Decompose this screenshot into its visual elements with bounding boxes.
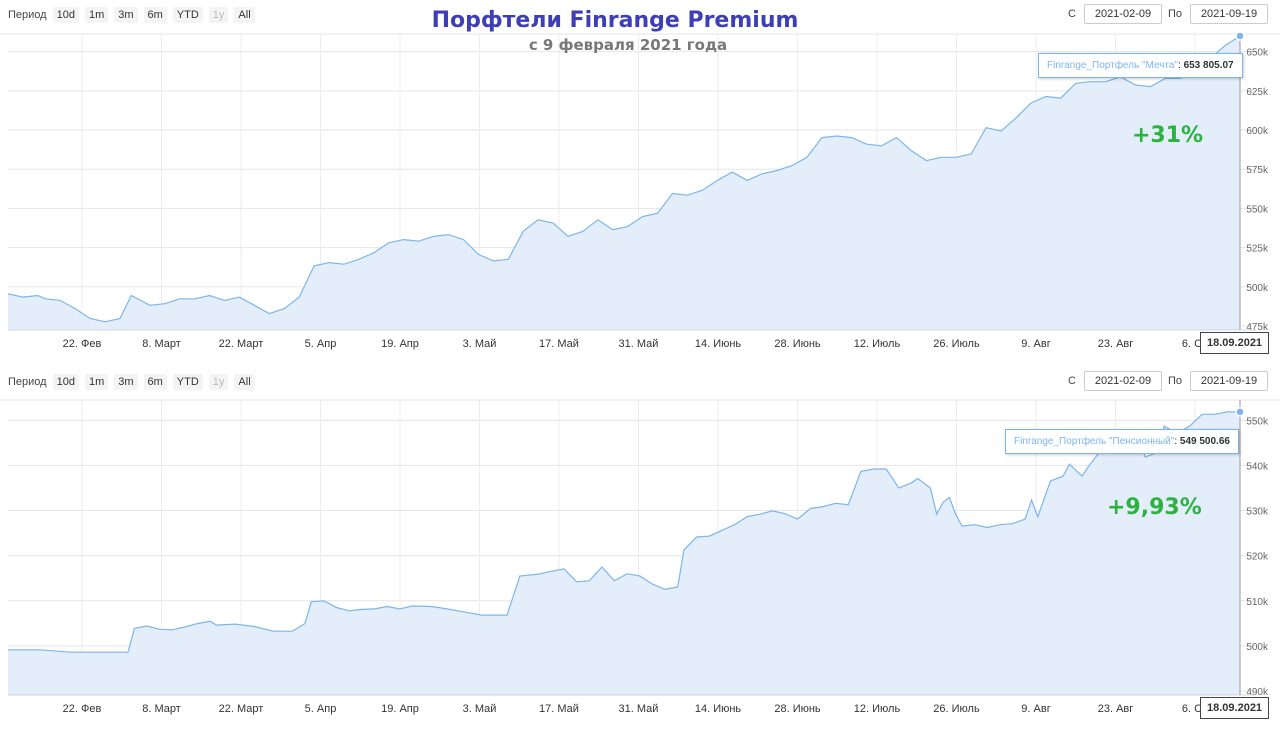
x-tick-label: 28. Июнь bbox=[774, 703, 821, 715]
page-title: Порфтели Finrange Premium bbox=[431, 8, 799, 33]
period-6m-button[interactable]: 6m bbox=[143, 7, 167, 23]
period-10d-button[interactable]: 10d bbox=[52, 374, 79, 390]
period-10d-button[interactable]: 10d bbox=[52, 7, 79, 23]
x-tick-label: 31. Май bbox=[619, 338, 659, 350]
chart-panel-pensionny: 490k 500k 510k 520k 530k 540k 550k 22. Фев 8. Ма… bbox=[0, 367, 1280, 734]
x-tick-label: 28. Июнь bbox=[774, 338, 821, 350]
from-date-input[interactable] bbox=[1083, 371, 1162, 391]
period-3m-button[interactable]: 3m bbox=[114, 7, 138, 23]
y-tick-label: 600k bbox=[1246, 126, 1269, 137]
x-tick-label: 3. Май bbox=[463, 338, 497, 350]
x-tick-label: 22. Фев bbox=[63, 338, 102, 350]
x-tick-label: 19. Апр bbox=[381, 703, 419, 715]
x-tick-label: 23. Авг bbox=[1098, 703, 1134, 715]
x-tick-label: 5. Апр bbox=[305, 703, 337, 715]
period-ytd-button[interactable]: YTD bbox=[172, 374, 203, 390]
range-selector: Период 10d 1m 3m 6m YTD 1y All bbox=[8, 372, 261, 392]
period-6m-button[interactable]: 6m bbox=[143, 374, 167, 390]
period-3m-button[interactable]: 3m bbox=[114, 374, 138, 390]
x-tick-label: 8. Март bbox=[142, 703, 181, 715]
period-label: Период bbox=[8, 376, 47, 388]
x-tick-label: 26. Июль bbox=[933, 338, 980, 350]
tooltip-value: 549 500.66 bbox=[1179, 436, 1230, 447]
period-ytd-button[interactable]: YTD bbox=[172, 7, 203, 23]
series-area bbox=[8, 411, 1240, 695]
series-tooltip: Finrange_Портфель "Мечта": 653 805.07 bbox=[1038, 53, 1243, 78]
y-tick-label: 625k bbox=[1246, 87, 1269, 98]
to-label: По bbox=[1167, 8, 1182, 20]
period-1y-button[interactable]: 1y bbox=[208, 7, 229, 23]
tooltip-series-name: Finrange_Портфель "Пенсионный" bbox=[1014, 436, 1175, 447]
x-tick-label: 26. Июль bbox=[933, 703, 980, 715]
x-tick-label: 17. Май bbox=[539, 338, 579, 350]
y-tick-label: 650k bbox=[1246, 48, 1269, 59]
y-tick-label: 510k bbox=[1246, 597, 1269, 608]
x-tick-label: 12. Июль bbox=[854, 703, 901, 715]
y-tick-label: 520k bbox=[1246, 552, 1269, 563]
hover-point-marker bbox=[1235, 31, 1245, 41]
period-all-button[interactable]: All bbox=[234, 374, 255, 390]
y-tick-label: 500k bbox=[1246, 283, 1269, 294]
y-tick-label: 540k bbox=[1246, 461, 1269, 472]
to-label: По bbox=[1167, 375, 1182, 387]
from-label: С bbox=[1068, 8, 1076, 20]
series-tooltip: Finrange_Портфель "Пенсионный": 549 500.… bbox=[1005, 429, 1239, 454]
x-tick-label: 19. Апр bbox=[381, 338, 419, 350]
x-tick-label: 31. Май bbox=[619, 703, 659, 715]
x-tick-label: 22. Фев bbox=[63, 703, 102, 715]
crosshair-date-badge: 18.09.2021 bbox=[1200, 332, 1270, 354]
x-tick-label: 23. Авг bbox=[1098, 338, 1134, 350]
gain-label: +9,93% bbox=[1107, 495, 1202, 520]
y-tick-label: 490k bbox=[1246, 687, 1269, 698]
y-tick-label: 550k bbox=[1246, 204, 1269, 215]
period-label: Период bbox=[8, 9, 47, 21]
from-label: С bbox=[1068, 375, 1076, 387]
period-1m-button[interactable]: 1m bbox=[84, 7, 109, 23]
crosshair-date-badge: 18.09.2021 bbox=[1200, 697, 1270, 719]
gain-label: +31% bbox=[1132, 123, 1204, 148]
x-tick-label: 17. Май bbox=[539, 703, 579, 715]
y-tick-label: 475k bbox=[1246, 322, 1269, 333]
range-selector: Период 10d 1m 3m 6m YTD 1y All bbox=[8, 5, 261, 25]
x-tick-label: 22. Март bbox=[219, 338, 264, 350]
x-tick-label: 14. Июнь bbox=[695, 703, 742, 715]
y-tick-label: 575k bbox=[1246, 165, 1269, 176]
to-date-input[interactable] bbox=[1190, 371, 1268, 391]
y-tick-label: 500k bbox=[1246, 642, 1269, 653]
date-range: С По bbox=[1062, 4, 1268, 24]
pensionny-plot[interactable]: 490k 500k 510k 520k 530k 540k 550k 22. Фев 8. Ма… bbox=[0, 367, 1280, 734]
series-line bbox=[7, 35, 1241, 323]
date-range: С По bbox=[1062, 371, 1268, 391]
x-tick-label: 5. Апр bbox=[305, 338, 337, 350]
mechta-plot[interactable]: 475k 500k 525k 550k 575k 600k 625k 650k 22. Фев 8… bbox=[0, 0, 1280, 367]
tooltip-value: 653 805.07 bbox=[1183, 60, 1234, 71]
hover-point-marker bbox=[1235, 407, 1245, 417]
period-1m-button[interactable]: 1m bbox=[84, 374, 109, 390]
series-line bbox=[8, 411, 1240, 653]
x-tick-label: 9. Авг bbox=[1021, 703, 1050, 715]
page-subtitle: с 9 февраля 2021 года bbox=[528, 36, 728, 54]
period-all-button[interactable]: All bbox=[234, 7, 255, 23]
x-tick-label: 3. Май bbox=[463, 703, 497, 715]
x-tick-label: 14. Июнь bbox=[695, 338, 742, 350]
y-tick-label: 530k bbox=[1246, 507, 1269, 518]
chart-panel-mechta: 475k 500k 525k 550k 575k 600k 625k 650k 22. Фев 8… bbox=[0, 0, 1280, 367]
y-tick-label: 550k bbox=[1246, 416, 1269, 427]
series-area bbox=[8, 36, 1240, 330]
x-tick-label: 22. Март bbox=[219, 703, 264, 715]
y-tick-label: 525k bbox=[1246, 244, 1269, 255]
x-tick-label: 9. Авг bbox=[1021, 338, 1050, 350]
from-date-input[interactable] bbox=[1083, 4, 1162, 24]
x-tick-label: 8. Март bbox=[142, 338, 181, 350]
period-1y-button[interactable]: 1y bbox=[208, 374, 229, 390]
to-date-input[interactable] bbox=[1190, 4, 1268, 24]
x-tick-label: 12. Июль bbox=[854, 338, 901, 350]
tooltip-series-name: Finrange_Портфель "Мечта" bbox=[1047, 60, 1178, 71]
